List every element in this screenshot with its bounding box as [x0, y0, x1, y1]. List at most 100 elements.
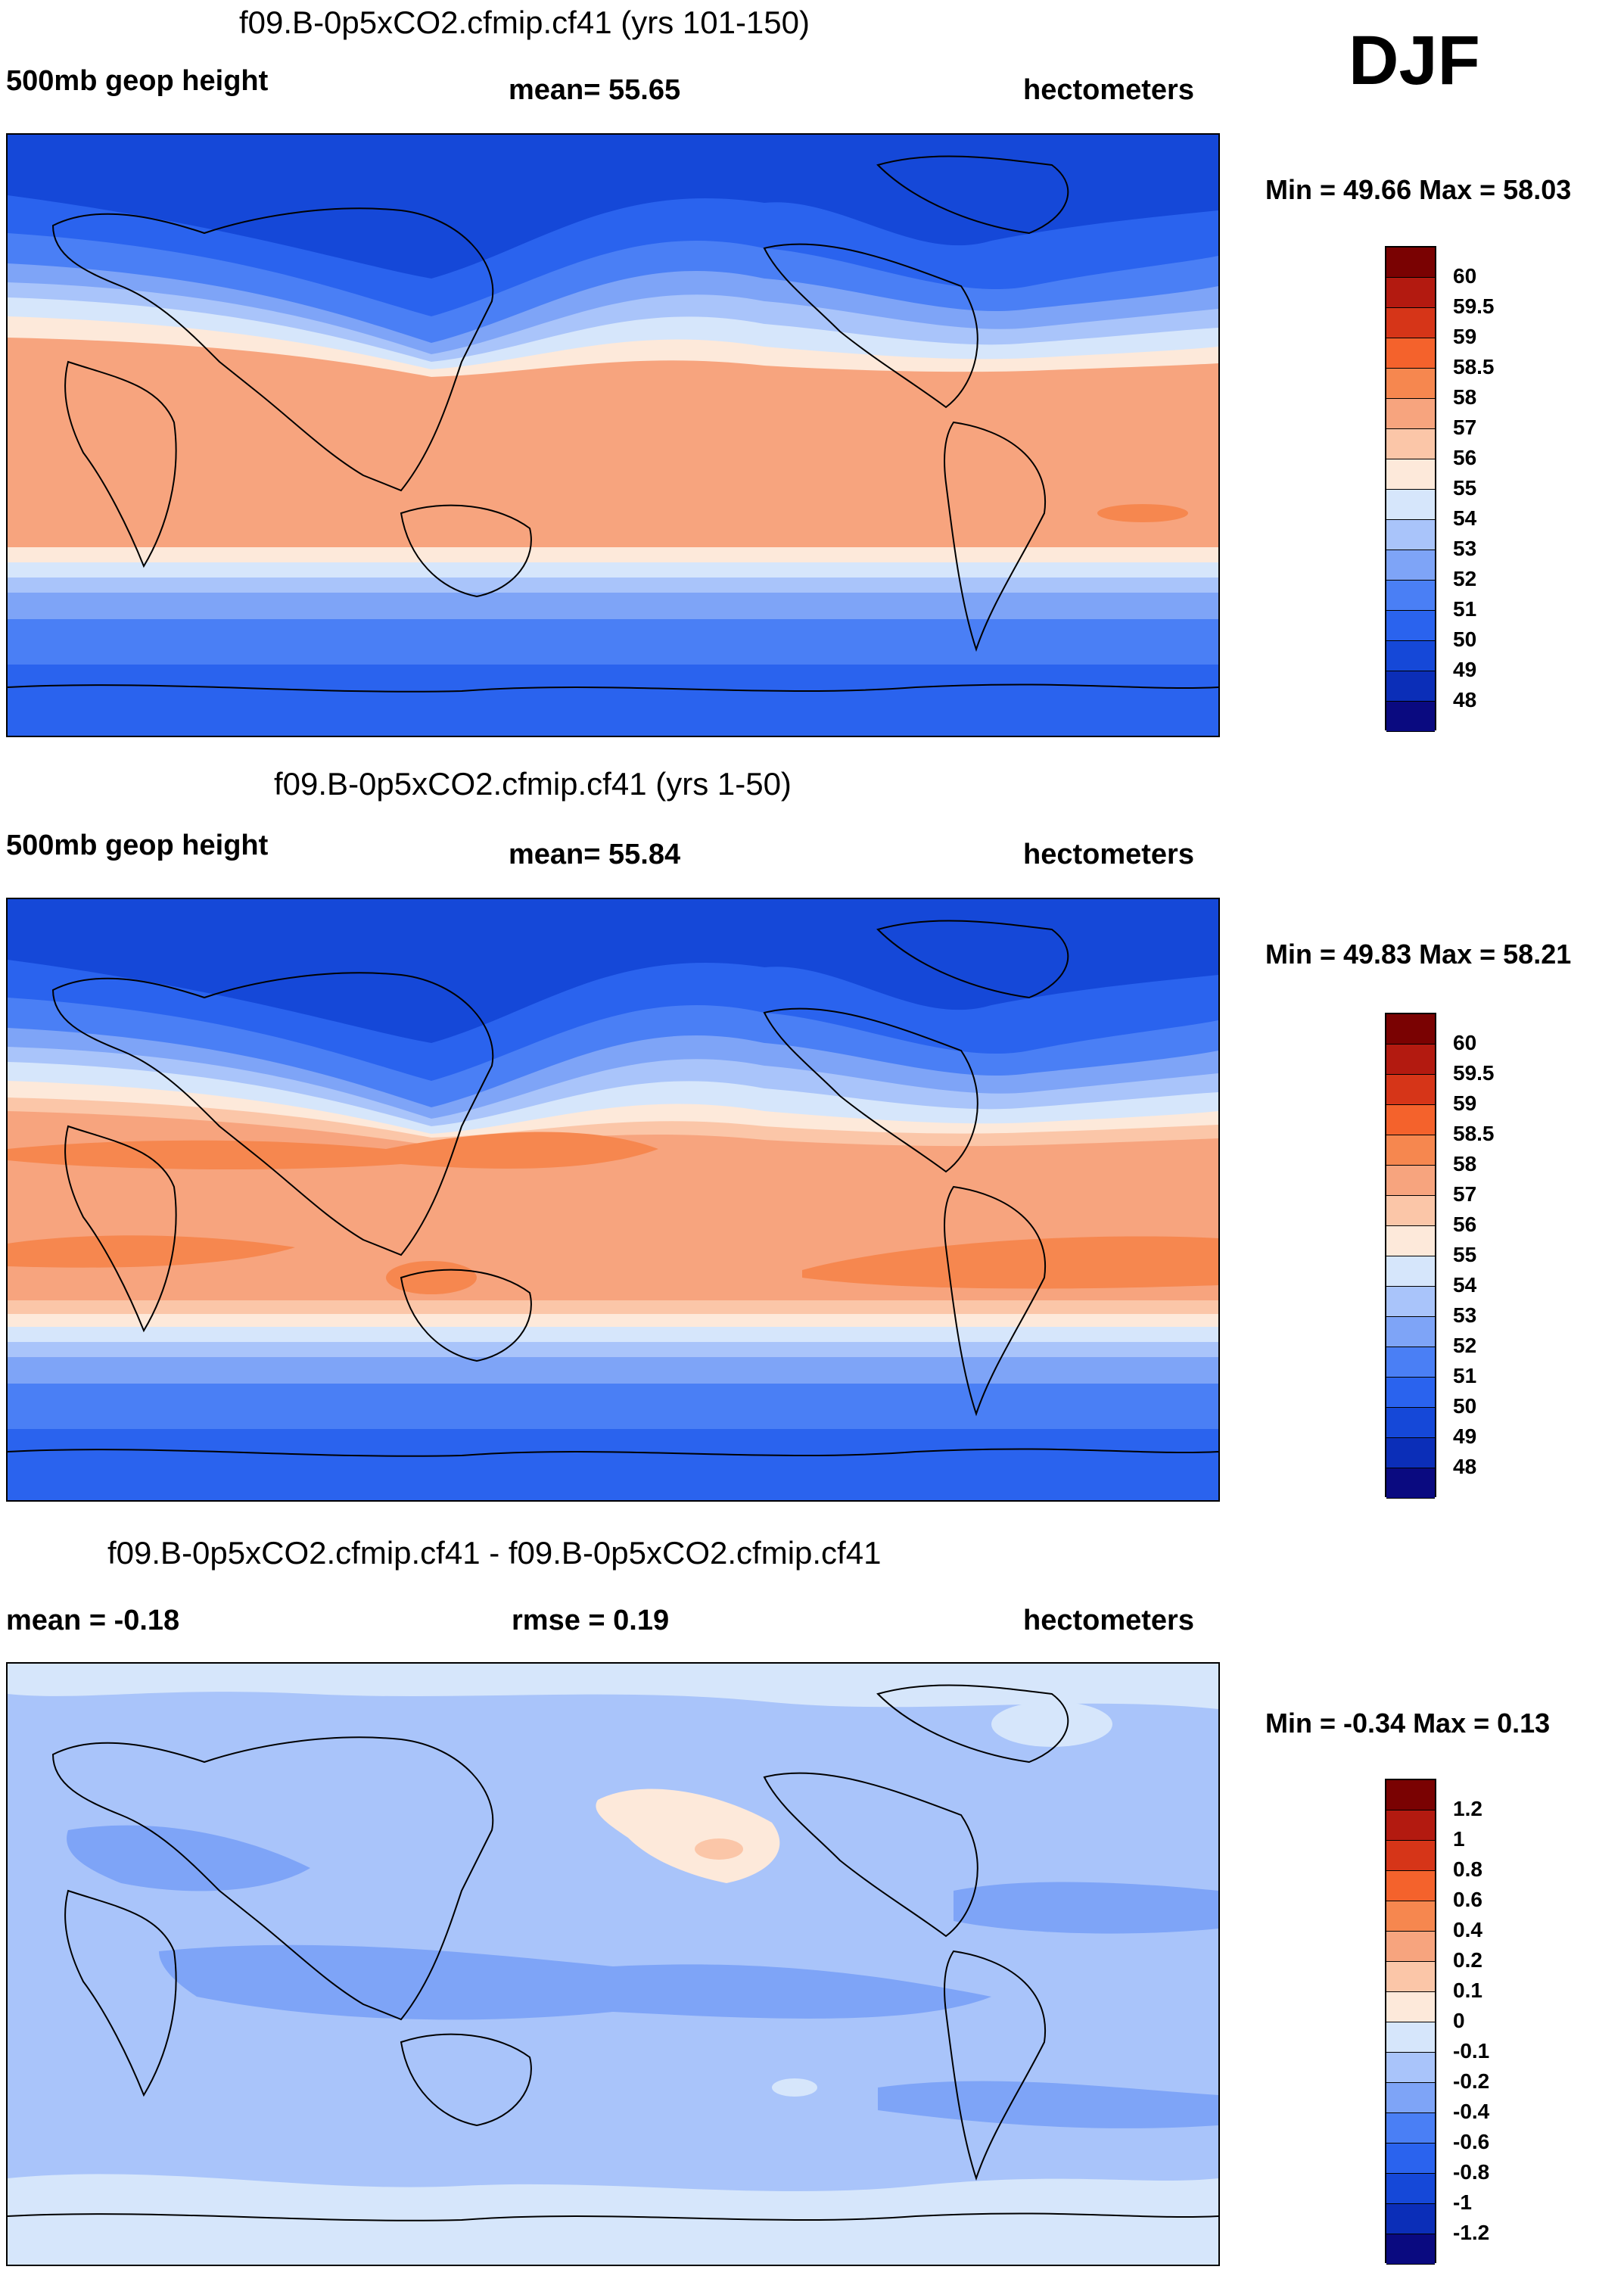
colorbar-swatch	[1386, 2204, 1435, 2234]
colorbar-swatch	[1386, 550, 1435, 581]
colorbar-tick-label: 58.5	[1453, 1122, 1495, 1145]
colorbar-tick-label: -0.8	[1453, 2160, 1490, 2184]
colorbar-swatch	[1386, 1932, 1435, 1962]
panel2-units: hectometers	[1023, 839, 1194, 870]
colorbar-swatch	[1386, 278, 1435, 308]
colorbar-swatch	[1386, 1901, 1435, 1932]
panel2-variable: 500mb geop height	[6, 830, 269, 861]
colorbar-tick-label: -0.1	[1453, 2039, 1490, 2063]
panel1-variable: 500mb geop height	[6, 65, 269, 97]
colorbar-swatch	[1386, 1287, 1435, 1317]
colorbar-tick-label: -0.2	[1453, 2069, 1490, 2093]
colorbar-tick-label: 52	[1453, 1334, 1477, 1357]
colorbar-tick-label: 0.4	[1453, 1918, 1482, 1941]
colorbar-swatch	[1386, 1468, 1435, 1499]
panel3-mean: mean = -0.18	[6, 1605, 180, 1636]
colorbar-tick-label: 60	[1453, 1031, 1477, 1054]
colorbar-swatch	[1386, 1871, 1435, 1901]
colorbar-swatch	[1386, 248, 1435, 278]
colorbar-tick-label: -1.2	[1453, 2221, 1490, 2244]
colorbar-swatch	[1386, 2174, 1435, 2204]
colorbar-swatch	[1386, 2113, 1435, 2144]
colorbar-tick-label: 57	[1453, 416, 1477, 439]
colorbar-swatch	[1386, 641, 1435, 671]
colorbar-tick-label: 56	[1453, 1213, 1477, 1236]
colorbar-tick-label: 59	[1453, 325, 1477, 348]
colorbar-tick-label: 1.2	[1453, 1797, 1482, 1820]
colorbar-swatch	[1386, 1014, 1435, 1045]
colorbar-swatch	[1386, 1196, 1435, 1226]
colorbar-swatch	[1386, 1347, 1435, 1378]
colorbar-swatch	[1386, 1408, 1435, 1438]
colorbar-tick-label: 0.2	[1453, 1948, 1482, 1972]
panel2-mean: mean= 55.84	[509, 839, 681, 870]
colorbar-tick-label: 57	[1453, 1182, 1477, 1206]
colorbar-tick-label: -1	[1453, 2190, 1472, 2214]
colorbar-swatch	[1386, 1135, 1435, 1166]
panel3-units: hectometers	[1023, 1605, 1194, 1636]
colorbar-swatch	[1386, 490, 1435, 520]
colorbar-swatch	[1386, 1962, 1435, 1992]
colorbar-swatch	[1386, 581, 1435, 611]
colorbar-swatch	[1386, 1378, 1435, 1408]
panel3-map-svg	[8, 1664, 1218, 2265]
colorbar-tick-label: 53	[1453, 1303, 1477, 1327]
colorbar-swatch	[1386, 1226, 1435, 1256]
colorbar-swatch	[1386, 1841, 1435, 1871]
colorbar-tick-label: 50	[1453, 1394, 1477, 1418]
panel1-units: hectometers	[1023, 74, 1194, 106]
panel1-title: f09.B-0p5xCO2.cfmip.cf41 (yrs 101-150)	[239, 5, 810, 40]
colorbar-swatch	[1386, 1992, 1435, 2022]
panel3-title: f09.B-0p5xCO2.cfmip.cf41 - f09.B-0p5xCO2…	[107, 1535, 882, 1571]
colorbar-swatch	[1386, 2144, 1435, 2174]
colorbar-tick-label: 58	[1453, 385, 1477, 409]
colorbar-tick-label: 59.5	[1453, 294, 1495, 318]
colorbar-swatch	[1386, 399, 1435, 429]
colorbar-tick-label: 48	[1453, 1455, 1477, 1478]
colorbar-tick-label: 55	[1453, 476, 1477, 500]
colorbar-tick-label: 59	[1453, 1091, 1477, 1115]
panel3-minmax: Min = -0.34 Max = 0.13	[1265, 1708, 1551, 1739]
colorbar-swatch	[1386, 429, 1435, 459]
colorbar-tick-label: 49	[1453, 658, 1477, 681]
colorbar-tick-label: 49	[1453, 1424, 1477, 1448]
colorbar-tick-label: 0.8	[1453, 1857, 1482, 1881]
season-label: DJF	[1349, 22, 1480, 99]
colorbar-tick-label: 58	[1453, 1152, 1477, 1175]
panel1-map	[6, 133, 1220, 737]
colorbar-tick-label: 56	[1453, 446, 1477, 469]
panel1-map-svg	[8, 135, 1218, 736]
colorbar-tick-label: 52	[1453, 567, 1477, 590]
colorbar-tick-label: 48	[1453, 688, 1477, 711]
colorbar-swatch	[1386, 1105, 1435, 1135]
colorbar-tick-label: 58.5	[1453, 355, 1495, 378]
colorbar-swatch	[1386, 671, 1435, 702]
colorbar-swatch	[1386, 611, 1435, 641]
colorbar-tick-label: 53	[1453, 537, 1477, 560]
colorbar-tick-label: 54	[1453, 506, 1477, 530]
panel2-title: f09.B-0p5xCO2.cfmip.cf41 (yrs 1-50)	[274, 766, 792, 802]
panel2-map	[6, 898, 1220, 1502]
colorbar-swatch	[1386, 702, 1435, 732]
colorbar-swatch	[1386, 308, 1435, 338]
colorbar-tick-label: 55	[1453, 1243, 1477, 1266]
colorbar-tick-label: 59.5	[1453, 1061, 1495, 1085]
panel1-mean: mean= 55.65	[509, 74, 681, 106]
colorbar-swatch	[1386, 459, 1435, 490]
panel3-map	[6, 1662, 1220, 2266]
colorbar-swatch	[1386, 338, 1435, 369]
colorbar-tick-label: -0.6	[1453, 2130, 1490, 2153]
colorbar-swatch	[1386, 1438, 1435, 1468]
panel3-rmse: rmse = 0.19	[512, 1605, 670, 1636]
colorbar-tick-label: 60	[1453, 264, 1477, 288]
colorbar-tick-label: 1	[1453, 1827, 1465, 1851]
colorbar-tick-label: 54	[1453, 1273, 1477, 1297]
colorbar-tick-label: 0	[1453, 2009, 1465, 2032]
colorbar-swatch	[1386, 1256, 1435, 1287]
colorbar-tick-label: -0.4	[1453, 2100, 1490, 2123]
colorbar-tick-label: 51	[1453, 597, 1477, 621]
colorbar-swatch	[1386, 1075, 1435, 1105]
colorbar-swatch	[1386, 520, 1435, 550]
colorbar-swatch	[1386, 1166, 1435, 1196]
colorbar-tick-label: 0.1	[1453, 1979, 1482, 2002]
